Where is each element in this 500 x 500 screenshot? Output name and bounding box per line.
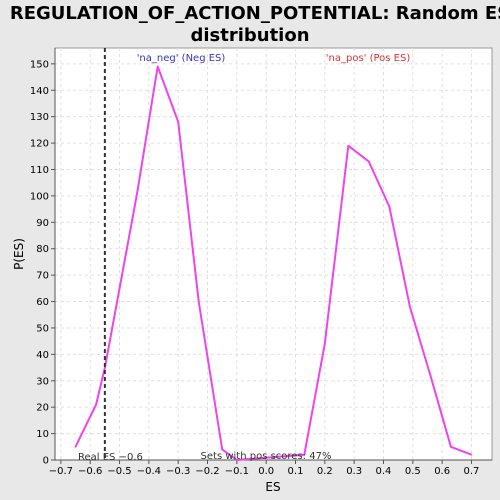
x-axis-ticks: −0.7 −0.6 −0.5 −0.4 −0.3 −0.2 −0.1 0.0 0.1 0.2 0.3… — [49, 460, 480, 477]
x-tick-label: −0.6 — [78, 466, 102, 477]
y-tick-label: 60 — [36, 297, 49, 308]
x-tick-label: −0.2 — [195, 466, 219, 477]
x-tick-label: −0.3 — [166, 466, 190, 477]
chart-title-line2: distribution — [190, 25, 309, 46]
series-layer — [74, 65, 473, 461]
plot-area — [54, 47, 493, 461]
x-tick-label: 0.1 — [288, 466, 304, 477]
y-tick-label: 110 — [30, 165, 49, 176]
data-point — [347, 144, 350, 147]
x-tick-label: 0.7 — [464, 466, 480, 477]
data-point — [324, 342, 326, 345]
x-tick-label: 0.6 — [434, 466, 450, 477]
sets-pos-scores-label: Sets with pos scores: 47% — [201, 451, 332, 462]
data-point — [368, 160, 370, 163]
neg-es-label: 'na_neg' (Neg ES) — [137, 53, 226, 64]
y-tick-label: 80 — [36, 244, 49, 255]
data-point — [221, 448, 223, 451]
x-tick-label: 0.2 — [317, 466, 333, 477]
x-tick-label: −0.1 — [225, 466, 249, 477]
x-tick-label: 0.3 — [346, 466, 362, 477]
x-tick-label: −0.5 — [107, 466, 131, 477]
y-tick-label: 100 — [30, 191, 49, 202]
es-distribution-line — [74, 65, 472, 461]
y-tick-label: 30 — [36, 376, 49, 387]
pos-es-label: 'na_pos' (Pos ES) — [326, 53, 411, 64]
real-es-label: Real ES −0.6 — [78, 452, 143, 463]
y-tick-label: 120 — [30, 139, 49, 150]
data-point — [104, 366, 106, 369]
data-point — [74, 445, 77, 448]
grid-lines — [55, 48, 492, 460]
x-tick-label: 0.0 — [258, 466, 274, 477]
y-tick-label: 10 — [36, 429, 49, 440]
y-axis-ticks: 0 10 20 30 40 50 60 70 80 90 100 110 120 130 140 150 — [30, 59, 55, 467]
data-point — [236, 459, 238, 461]
y-tick-label: 20 — [36, 403, 49, 414]
data-point — [429, 374, 432, 377]
data-point — [303, 453, 306, 456]
x-tick-label: 0.5 — [405, 466, 421, 477]
data-point — [177, 121, 179, 123]
y-tick-label: 150 — [30, 59, 49, 70]
data-point — [197, 300, 200, 303]
data-point — [450, 445, 452, 448]
y-tick-label: 0 — [43, 456, 49, 467]
y-tick-label: 130 — [30, 112, 49, 123]
chart-title-line1: REGULATION_OF_ACTION_POTENTIAL: Random E… — [10, 3, 500, 24]
data-point — [136, 192, 138, 195]
x-tick-label: −0.4 — [137, 466, 161, 477]
data-point — [409, 306, 411, 308]
y-tick-label: 140 — [30, 86, 49, 97]
data-point — [388, 205, 391, 208]
data-point — [95, 403, 97, 406]
x-tick-label: −0.7 — [49, 466, 73, 477]
data-point — [470, 453, 473, 456]
x-tick-label: 0.4 — [376, 466, 392, 477]
y-axis-label: P(ES) — [12, 238, 26, 270]
y-tick-label: 50 — [36, 323, 49, 334]
y-tick-label: 40 — [36, 350, 49, 361]
y-tick-label: 70 — [36, 271, 49, 282]
data-point — [156, 65, 159, 68]
y-tick-label: 90 — [36, 218, 49, 229]
x-axis-label: ES — [265, 480, 280, 494]
